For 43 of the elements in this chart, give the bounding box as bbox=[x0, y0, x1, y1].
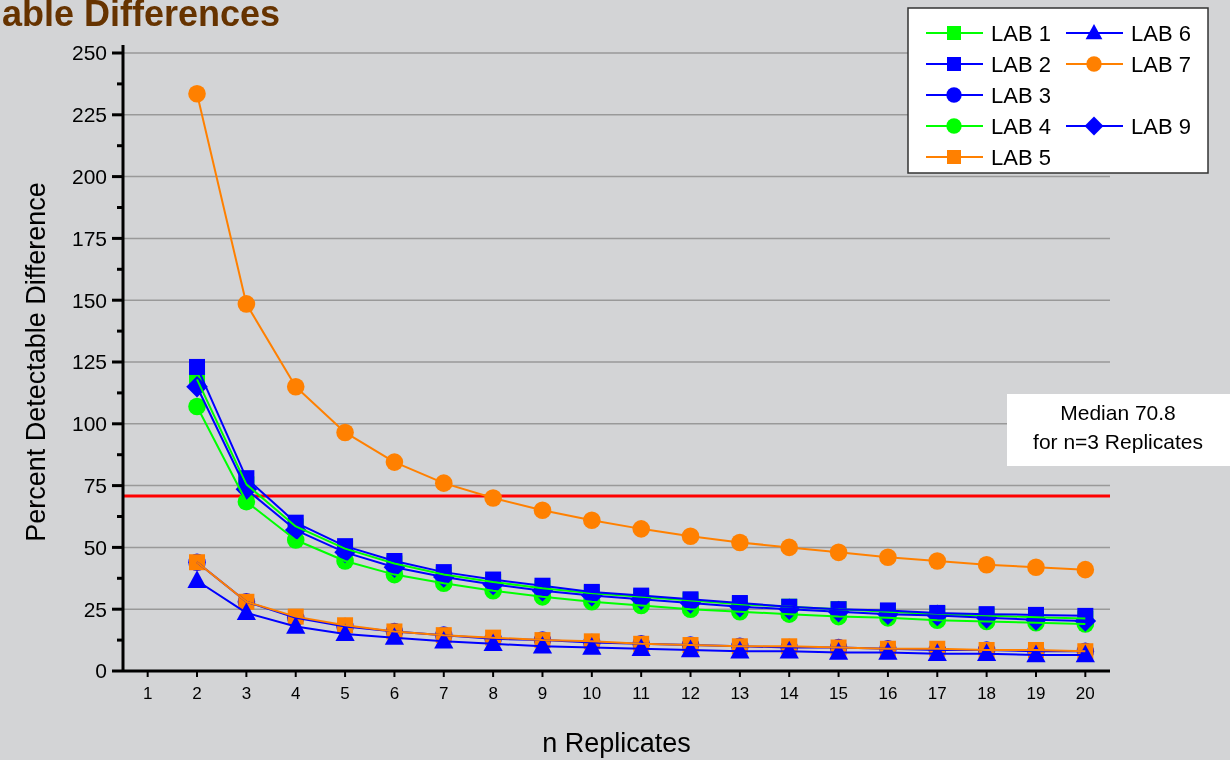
x-tick-label: 19 bbox=[1026, 684, 1046, 703]
x-tick-label: 20 bbox=[1075, 684, 1095, 703]
y-tick-label: 175 bbox=[71, 226, 107, 250]
x-tick-label: 10 bbox=[582, 684, 602, 703]
chart-title: able Differences bbox=[2, 0, 281, 34]
x-tick-label: 16 bbox=[878, 684, 898, 703]
x-tick-label: 5 bbox=[340, 684, 350, 703]
legend-label: LAB 5 bbox=[991, 144, 1051, 170]
x-tick-label: 3 bbox=[241, 684, 252, 703]
x-tick-label: 2 bbox=[192, 684, 202, 703]
legend-label: LAB 3 bbox=[991, 82, 1051, 108]
x-tick-label: 9 bbox=[537, 684, 548, 703]
legend-label: LAB 7 bbox=[1131, 51, 1191, 77]
y-tick-label: 200 bbox=[71, 164, 107, 188]
legend-label: LAB 6 bbox=[1131, 20, 1191, 46]
y-tick-label: 225 bbox=[71, 103, 107, 127]
x-tick-label: 1 bbox=[142, 684, 153, 703]
x-tick-label: 6 bbox=[389, 684, 400, 703]
x-tick-label: 11 bbox=[632, 684, 650, 703]
x-tick-label: 7 bbox=[439, 684, 449, 703]
ref-line-label: Median 70.8 for n=3 Replicates bbox=[1033, 400, 1203, 453]
x-tick-label: 12 bbox=[681, 684, 700, 703]
x-tick-label: 4 bbox=[290, 684, 301, 703]
y-tick-label: 100 bbox=[71, 412, 107, 436]
x-tick-label: 8 bbox=[488, 684, 498, 703]
legend-label: LAB 9 bbox=[1131, 113, 1191, 139]
y-tick-label: 0 bbox=[95, 659, 107, 683]
legend-label: LAB 2 bbox=[991, 51, 1051, 77]
legend-label: LAB 1 bbox=[991, 20, 1051, 46]
y-tick-label: 25 bbox=[83, 597, 107, 621]
y-tick-label: 125 bbox=[71, 350, 107, 374]
y-tick-label: 150 bbox=[71, 288, 107, 312]
y-tick-label: 50 bbox=[83, 535, 107, 559]
x-tick-label: 18 bbox=[977, 684, 997, 703]
x-tick-label: 17 bbox=[927, 684, 947, 703]
x-tick-label: 14 bbox=[779, 684, 799, 703]
x-tick-label: 15 bbox=[829, 684, 849, 703]
y-tick-label: 250 bbox=[71, 41, 107, 65]
y-axis-title: Percent Detectable Difference bbox=[21, 182, 51, 542]
x-axis-title: n Replicates bbox=[542, 728, 691, 758]
x-tick-label: 13 bbox=[730, 684, 750, 703]
y-tick-label: 75 bbox=[83, 473, 107, 497]
legend-label: LAB 4 bbox=[991, 113, 1051, 139]
